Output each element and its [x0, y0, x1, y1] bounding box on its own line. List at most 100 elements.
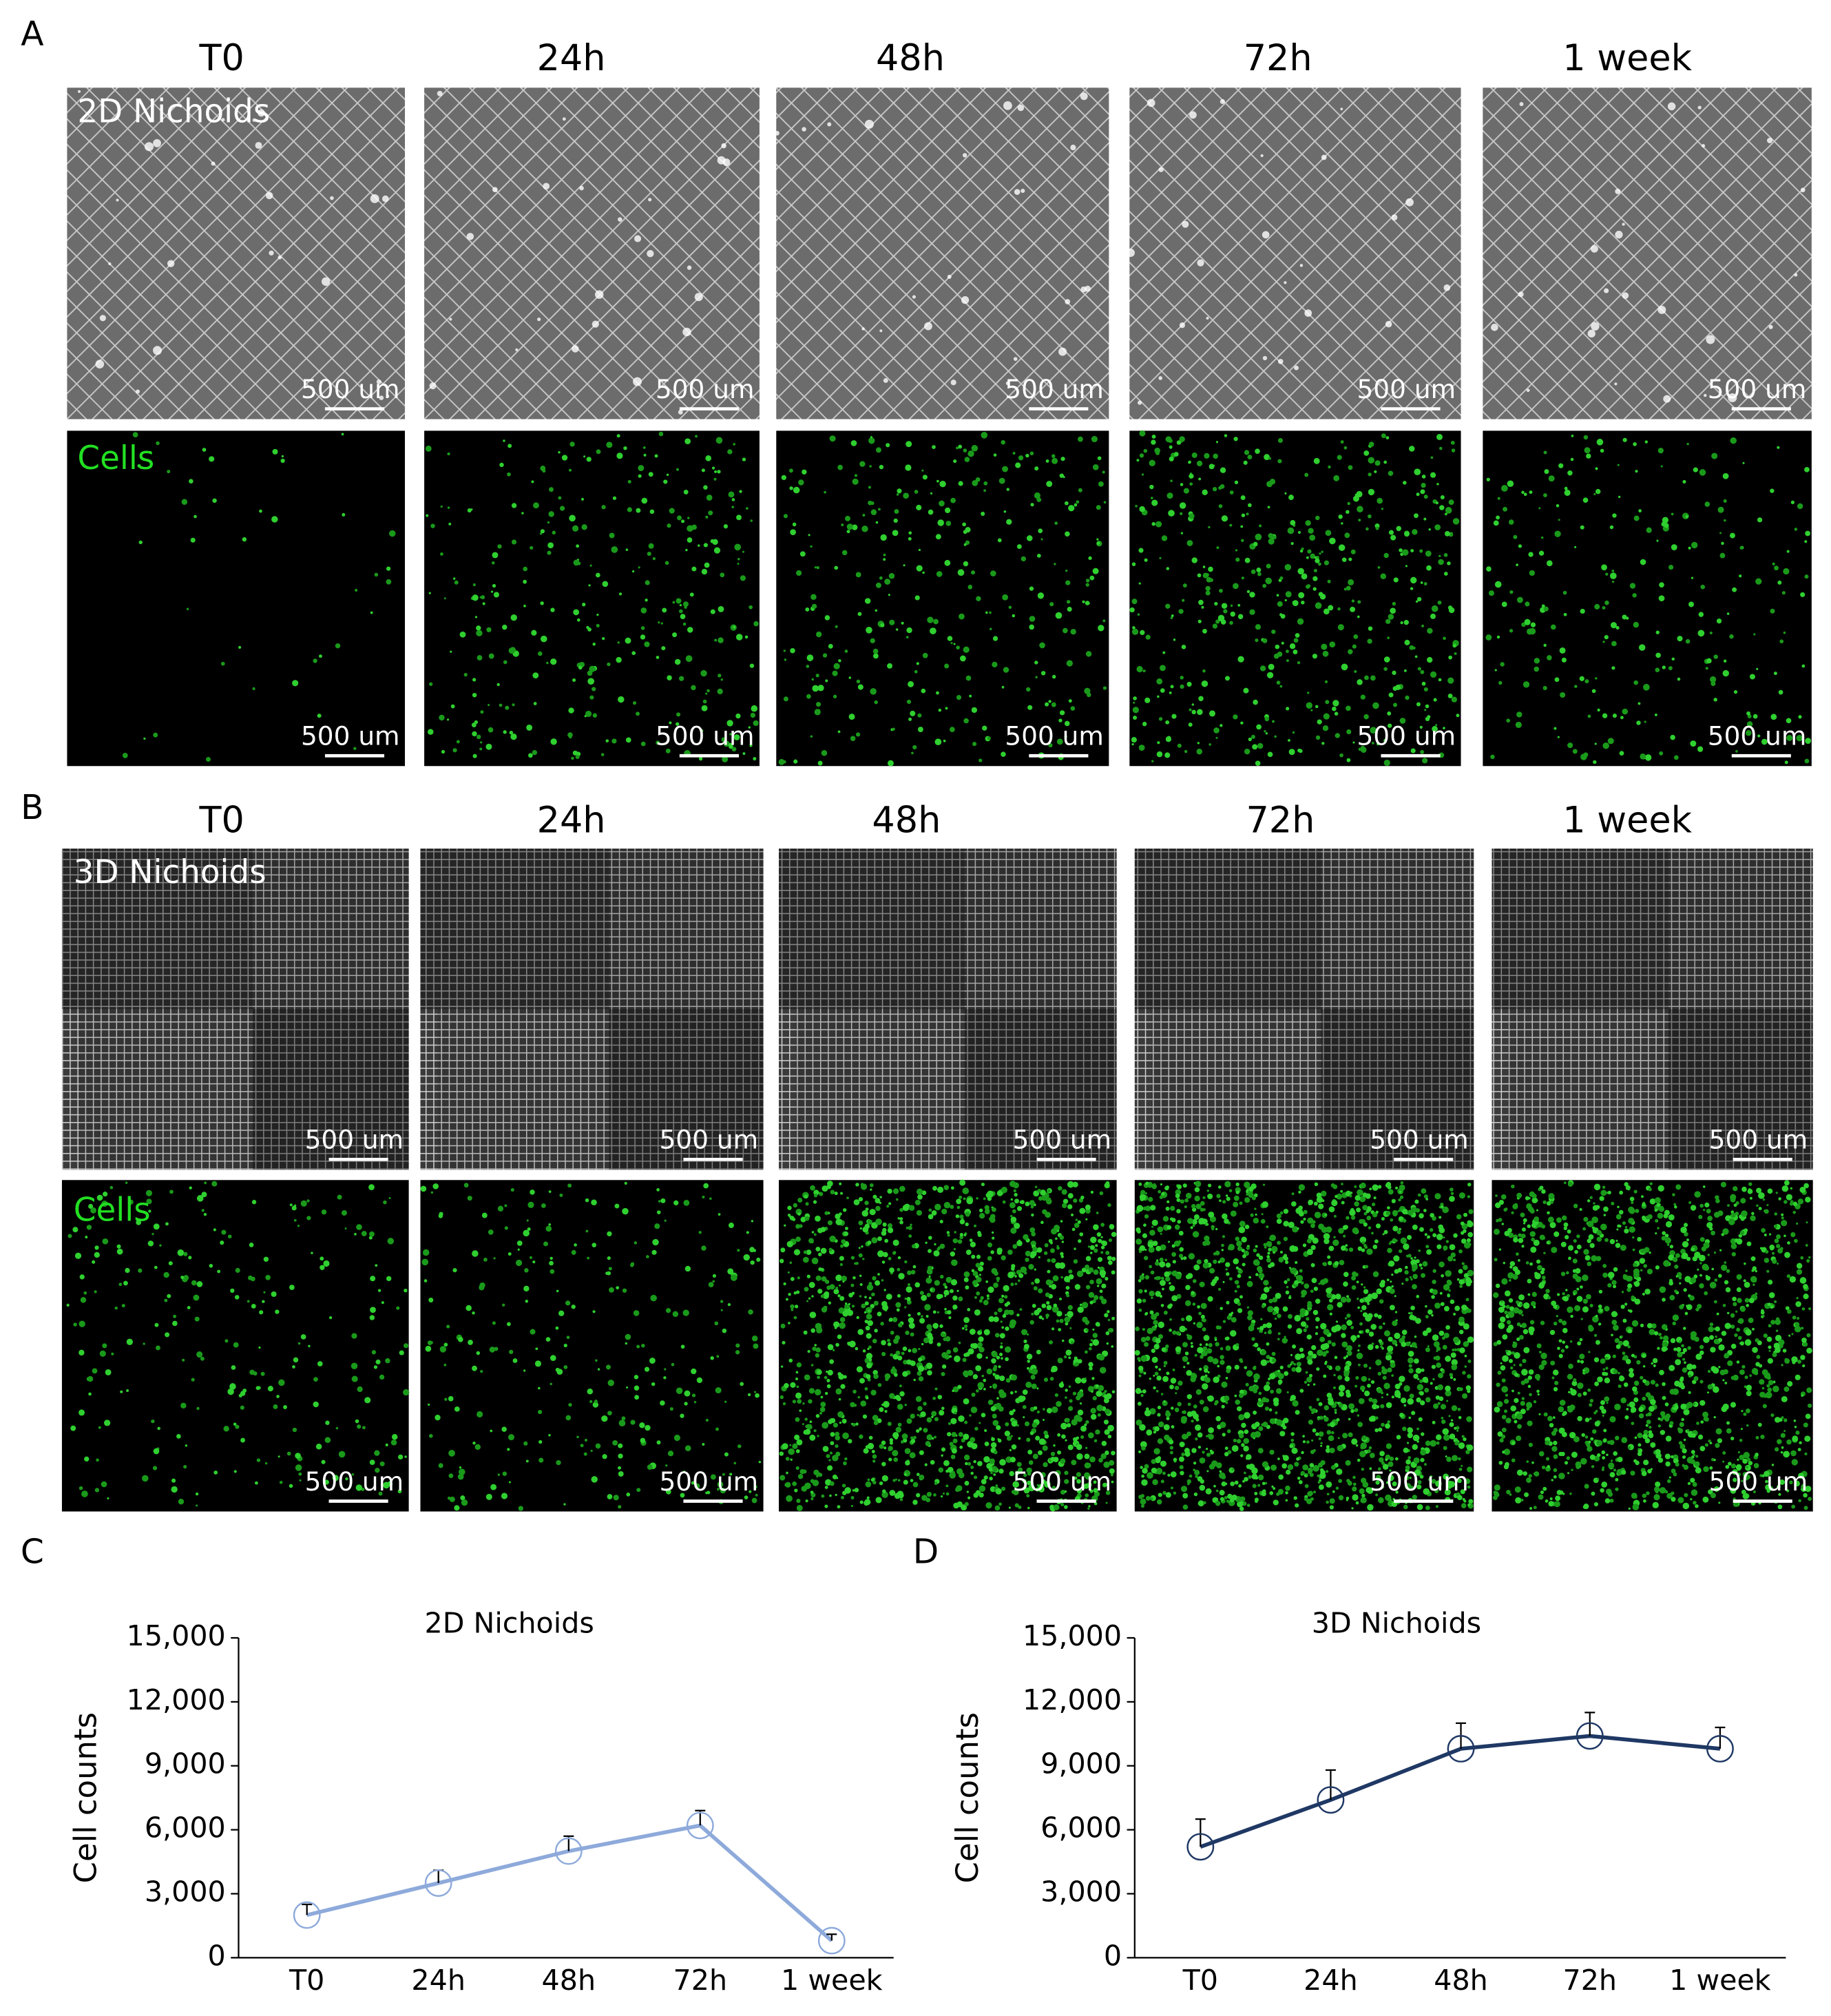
cell-dot [576, 544, 580, 548]
cell-dot [1173, 638, 1176, 641]
cell-dot [997, 1438, 1000, 1441]
cell-dot [970, 1437, 976, 1443]
cell-dot [848, 676, 852, 679]
cell-dot [852, 478, 859, 485]
cell-dot [504, 1226, 508, 1230]
cell-dot [1352, 741, 1355, 744]
scale-bar-label: 500 um [301, 374, 400, 404]
cell-dot [704, 562, 710, 568]
cell-dot [1220, 1347, 1224, 1351]
cell-dot [865, 1325, 870, 1331]
cell-dot [1629, 583, 1636, 589]
cell-dot [1685, 638, 1691, 644]
cell-dot [786, 1495, 793, 1502]
cell-dot [1800, 592, 1806, 597]
cell-dot [1430, 472, 1436, 478]
cell-dot [1220, 1355, 1224, 1360]
micrograph [1483, 430, 1812, 767]
cell-dot [260, 1371, 265, 1376]
cell-dot [528, 753, 533, 758]
cell-dot [1197, 1305, 1201, 1309]
cell-dot [1075, 1218, 1078, 1221]
cell-dot [1602, 606, 1606, 610]
cell-dot [1149, 1229, 1155, 1236]
cell-dot [1501, 601, 1507, 607]
cell-dot [1412, 1495, 1417, 1500]
cell-dot [404, 1288, 408, 1293]
cell-dot [1350, 606, 1356, 612]
cell-dot [1335, 1194, 1338, 1198]
cell-dot [427, 1340, 432, 1346]
cell-dot [981, 1413, 986, 1417]
cell-dot [1031, 1282, 1034, 1285]
cell-dot [1071, 1227, 1076, 1232]
cell-dot [524, 1268, 529, 1273]
cell-dot [1031, 1313, 1034, 1316]
cell-dot [634, 1395, 640, 1400]
cell-dot [180, 1276, 185, 1280]
cell-dot [252, 687, 255, 691]
cell-dot [1315, 1432, 1319, 1436]
cell-dot [950, 1417, 957, 1424]
cell-dot [780, 1395, 784, 1400]
cell-dot [571, 1305, 576, 1309]
cell-dot [1035, 1487, 1040, 1492]
cell-dot [1228, 1189, 1233, 1193]
cell-dot [797, 1197, 803, 1203]
cell-dot [1261, 1349, 1267, 1355]
cell-dot [618, 1466, 622, 1470]
cell-dot [1001, 1187, 1008, 1194]
cell-dot [1298, 592, 1305, 599]
cell-dot [1186, 1479, 1192, 1484]
micrograph-bg [67, 87, 406, 419]
cell-dot [1388, 614, 1394, 620]
cell-dot [1241, 1249, 1245, 1253]
cell-dot [906, 1418, 912, 1424]
cell-dot [1111, 1316, 1116, 1320]
cell-dot [990, 1442, 997, 1448]
cell-dot [742, 457, 746, 461]
cell-dot [1498, 680, 1503, 685]
cell-dot [1574, 545, 1577, 548]
cell-dot [1279, 1431, 1286, 1437]
cell-dot [1179, 1325, 1186, 1333]
cell-dot [152, 1466, 158, 1471]
cell-dot [1359, 1385, 1366, 1391]
cell-dot [1226, 1315, 1232, 1320]
cell-dot [1421, 1273, 1425, 1278]
cell-dot [1133, 696, 1137, 700]
cell-dot [1064, 501, 1069, 506]
cell-dot [820, 1227, 826, 1232]
speck [77, 90, 81, 93]
cell-dot [808, 1399, 813, 1404]
cell-dot [504, 1204, 508, 1207]
cell-dot [1279, 685, 1283, 688]
cell-dot [1150, 497, 1153, 500]
cell-dot [1392, 1320, 1398, 1327]
cell-dot [803, 1430, 808, 1435]
cell-dot [1530, 622, 1536, 627]
cell-dot [1327, 1423, 1331, 1427]
cell-dot [829, 1481, 835, 1486]
cell-dot [1326, 1445, 1330, 1449]
cell-dot [450, 704, 455, 709]
cell-dot [1100, 1223, 1105, 1227]
cell-dot [897, 1490, 904, 1497]
cell-dot [256, 1458, 261, 1462]
column-header: 72h [1246, 800, 1315, 842]
cell-dot [1088, 1347, 1092, 1351]
cell-dot [1416, 702, 1421, 707]
cell-dot [297, 1225, 300, 1227]
cell-dot [1170, 1486, 1173, 1490]
cell-dot [1277, 652, 1283, 657]
cell-dot [1732, 587, 1737, 592]
cell-dot [391, 1433, 398, 1440]
cell-dot [1056, 1311, 1063, 1317]
cell-dot [1013, 1189, 1017, 1193]
cell-dot [976, 1283, 979, 1287]
cell-dot [1038, 1288, 1043, 1293]
panel-letter: B [21, 789, 43, 827]
cell-dot [375, 1359, 381, 1364]
cell-dot [1388, 1189, 1394, 1195]
cell-dot [797, 1212, 801, 1216]
